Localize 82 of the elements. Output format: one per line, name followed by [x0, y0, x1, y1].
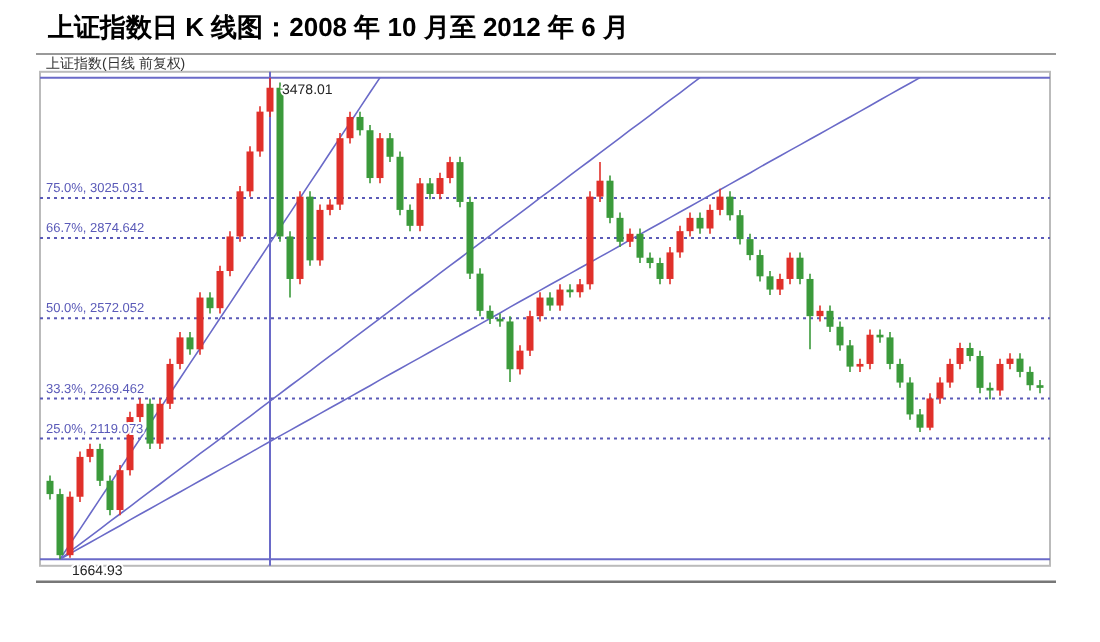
candlestick	[186, 331, 194, 356]
candlestick	[206, 291, 214, 315]
candlestick	[856, 357, 864, 373]
candlestick	[826, 304, 834, 333]
candlestick	[606, 174, 614, 224]
candlestick	[346, 110, 354, 145]
candlestick	[116, 464, 124, 517]
candlestick	[176, 331, 184, 371]
candlestick	[446, 155, 454, 185]
candlestick	[246, 145, 254, 198]
candlestick	[626, 227, 634, 248]
candlestick	[726, 190, 734, 222]
candlestick	[386, 132, 394, 163]
candlestick	[146, 397, 154, 450]
candlestick	[796, 251, 804, 286]
candlestick	[596, 161, 604, 203]
candlestick	[406, 203, 414, 232]
candlestick	[1026, 365, 1034, 392]
candlestick	[236, 185, 244, 243]
candlestick	[76, 450, 84, 503]
candlestick	[686, 211, 694, 238]
candlestick	[706, 203, 714, 235]
candlestick	[556, 283, 564, 312]
candlestick	[86, 442, 94, 464]
candlestick	[786, 251, 794, 286]
candlestick	[366, 124, 374, 185]
candlestick	[756, 248, 764, 283]
candlestick	[436, 171, 444, 201]
candlestick	[416, 177, 424, 232]
candlestick	[546, 291, 554, 312]
candlestick	[1036, 379, 1044, 394]
candlestick	[216, 264, 224, 315]
candlestick	[456, 155, 464, 209]
candlestick	[696, 211, 704, 235]
candlestick	[806, 272, 814, 351]
candlestick	[896, 357, 904, 389]
candlestick	[636, 227, 644, 264]
candlestick	[136, 397, 144, 424]
candlestick	[526, 310, 534, 357]
candlestick	[576, 278, 584, 299]
candlestick	[266, 76, 274, 118]
candlestick	[106, 474, 114, 517]
candlestick	[776, 272, 784, 296]
candlestick	[656, 256, 664, 286]
candlestick	[226, 230, 234, 278]
candlestick	[46, 474, 54, 501]
candlestick	[166, 357, 174, 410]
candlestick	[476, 267, 484, 317]
candlestick	[516, 344, 524, 376]
candlestick	[736, 209, 744, 246]
candlestick	[886, 331, 894, 371]
candlestick	[666, 246, 674, 286]
candlestick	[536, 291, 544, 323]
candlestick	[616, 211, 624, 248]
candlestick	[946, 357, 954, 389]
candlestick	[976, 349, 984, 394]
candlestick	[986, 381, 994, 401]
candlestick	[936, 376, 944, 405]
candlestick	[256, 105, 264, 158]
candlestick	[956, 341, 964, 371]
candlestick	[846, 339, 854, 373]
candlestick	[156, 397, 164, 450]
candlestick	[716, 187, 724, 217]
candlestick	[866, 328, 874, 371]
candlestick	[996, 357, 1004, 397]
chart-title: 上证指数日 K 线图：2008 年 10 月至 2012 年 6 月	[46, 12, 629, 42]
candlestick	[506, 315, 514, 383]
candlestick	[916, 408, 924, 433]
candlestick	[486, 304, 494, 325]
candlestick	[426, 177, 434, 201]
candlestick	[906, 376, 914, 421]
candlestick	[836, 320, 844, 352]
candlestick	[746, 233, 754, 262]
candlestick	[286, 230, 294, 299]
candlestick	[966, 341, 974, 363]
candlestick	[356, 110, 364, 137]
candlestick	[676, 225, 684, 259]
candlestick	[766, 270, 774, 296]
candlestick	[96, 442, 104, 487]
candlestick	[376, 132, 384, 185]
candlestick	[926, 392, 934, 432]
candlestick	[1016, 352, 1024, 379]
